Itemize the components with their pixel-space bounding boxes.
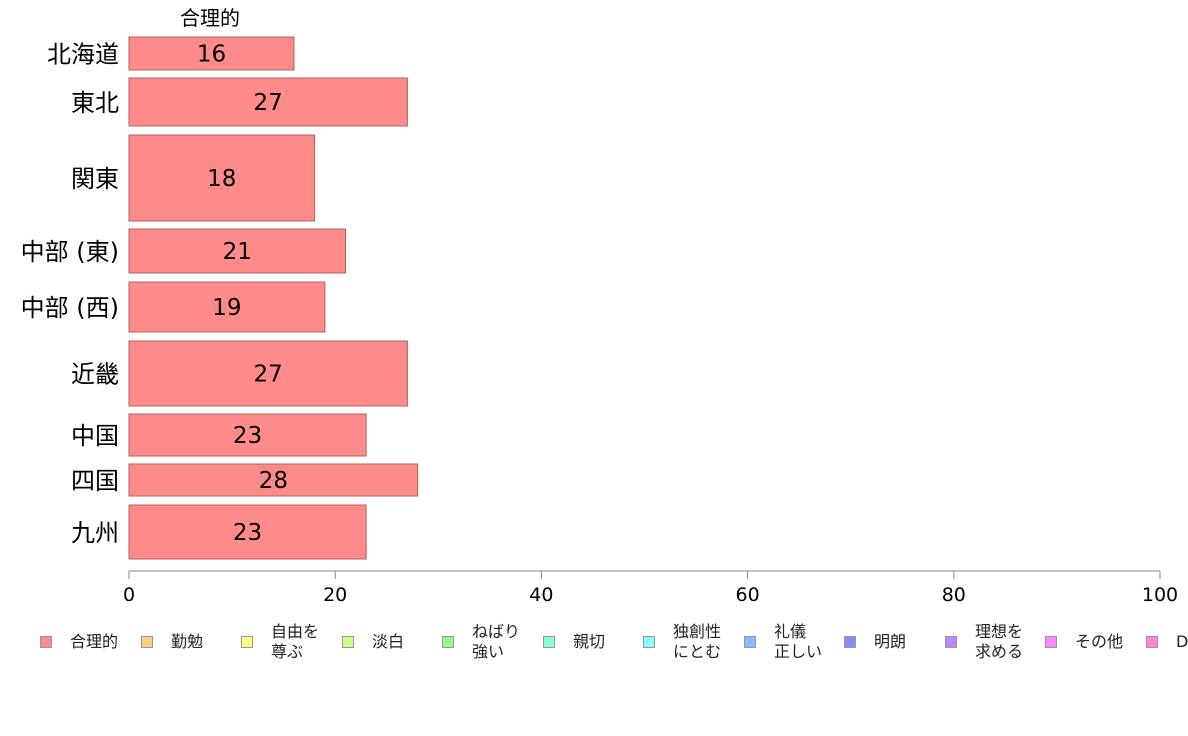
legend-item: 独創性 にとむ: [643, 620, 721, 664]
category-label: 関東: [71, 165, 119, 193]
legend-item: 理想を 求める: [945, 620, 1023, 664]
bar: [128, 413, 367, 457]
legend-label: 礼儀 正しい: [774, 622, 823, 661]
x-axis: 0 20 40 60 80 100: [123, 570, 1178, 606]
legend-item: 明朗: [844, 620, 906, 664]
category-label: 近畿: [71, 361, 119, 389]
bars-group: 16 27 18 21 19 27 23 28 23: [128, 36, 419, 560]
x-tick-label: 80: [942, 584, 966, 606]
bar: [128, 463, 419, 497]
legend-item: 自由を 尊ぶ: [241, 620, 319, 664]
legend-item: その他: [1045, 620, 1123, 664]
legend-swatch: [945, 636, 957, 648]
category-label: 九州: [71, 519, 119, 547]
legend-item: ねばり 強い: [442, 620, 520, 664]
legend-label: 自由を 尊ぶ: [271, 622, 320, 661]
bar: [128, 504, 367, 560]
legend-swatch: [844, 636, 856, 648]
bar-value-label: 28: [259, 468, 288, 494]
bar-value-label: 16: [197, 42, 226, 68]
bar-value-label: 18: [207, 166, 236, 192]
legend-swatch: [241, 636, 253, 648]
category-label: 四国: [71, 467, 119, 495]
x-tick-label: 60: [736, 584, 760, 606]
legend-swatch: [342, 636, 354, 648]
legend-item: 礼儀 正しい: [744, 620, 822, 664]
legend-label: 明朗: [874, 632, 907, 651]
bar-value-label: 27: [254, 362, 283, 388]
legend-item: 親切: [543, 620, 605, 664]
bar-value-label: 27: [254, 90, 283, 116]
legend-swatch: [543, 636, 555, 648]
bar-value-label: 21: [223, 239, 252, 265]
category-label: 北海道: [47, 41, 119, 69]
bar: [128, 134, 316, 222]
x-tick-label: 100: [1142, 584, 1178, 606]
bar: [128, 228, 347, 274]
legend-label: 淡白: [372, 632, 405, 651]
bar-value-label: 23: [233, 520, 262, 546]
category-label: 東北: [71, 89, 119, 117]
category-label: 中部 (西): [21, 294, 119, 322]
legend-item: 勤勉: [141, 620, 203, 664]
legend: 合理的 勤勉 自由を 尊ぶ 淡白 ねばり 強い 親切 独創性 にとむ 礼儀 正しい 明朗 理想を …: [40, 620, 1188, 670]
chart-title: 合理的: [180, 6, 240, 30]
x-tick-label: 40: [529, 584, 553, 606]
legend-label: 勤勉: [171, 632, 204, 651]
bar-value-label: 23: [233, 423, 262, 449]
legend-item: D: [1146, 620, 1188, 664]
category-label: 中部 (東): [21, 238, 119, 266]
bar: [128, 36, 295, 71]
legend-item: 淡白: [342, 620, 404, 664]
legend-swatch: [40, 636, 52, 648]
legend-label: 独創性 にとむ: [673, 622, 722, 661]
legend-label: 合理的: [70, 632, 119, 651]
category-label: 中国: [71, 422, 119, 450]
legend-swatch: [141, 636, 153, 648]
bar-value-label: 19: [212, 295, 241, 321]
bar: [128, 77, 408, 127]
legend-swatch: [442, 636, 454, 648]
legend-label: D: [1176, 632, 1188, 651]
legend-swatch: [744, 636, 756, 648]
legend-swatch: [643, 636, 655, 648]
legend-label: 理想を 求める: [975, 622, 1024, 661]
legend-swatch: [1146, 636, 1158, 648]
x-tick-label: 20: [323, 584, 347, 606]
legend-swatch: [1045, 636, 1057, 648]
legend-label: ねばり 強い: [472, 622, 521, 661]
legend-label: 親切: [573, 632, 606, 651]
x-tick-label: 0: [123, 584, 135, 606]
bar: [128, 281, 326, 333]
legend-item: 合理的: [40, 620, 118, 664]
bar: [128, 340, 408, 407]
legend-label: その他: [1075, 632, 1124, 651]
